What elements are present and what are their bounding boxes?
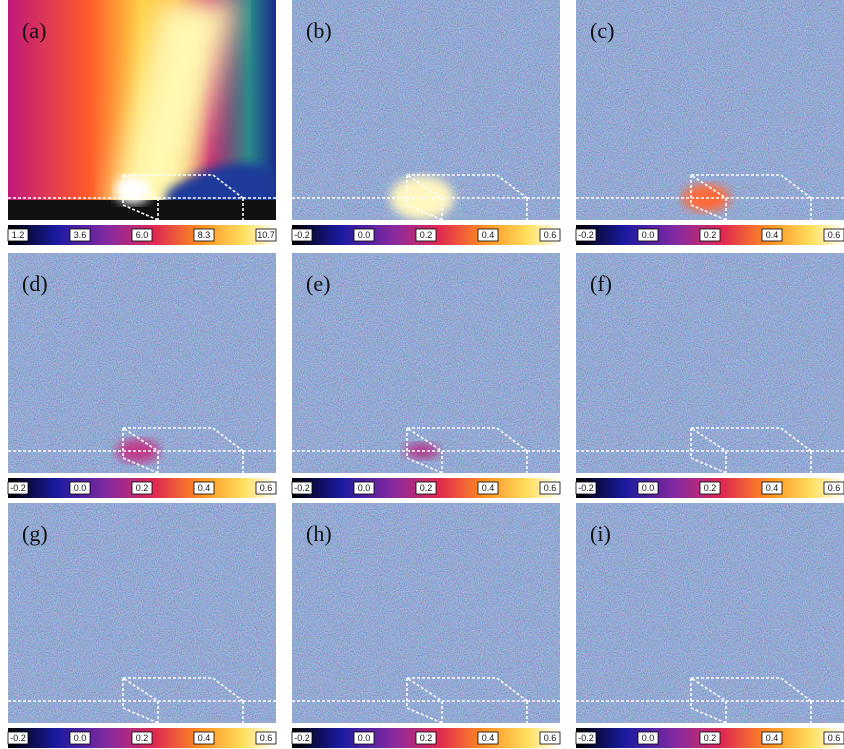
colorbar-label: 0.4 bbox=[482, 230, 495, 240]
panel-label: (c) bbox=[590, 18, 614, 43]
panel: (h) -0.2 0.0 0.2 0.4 0.6 bbox=[292, 503, 560, 748]
panel-label: (h) bbox=[306, 521, 332, 546]
colorbar-label: -0.2 bbox=[294, 230, 310, 240]
panel: (d) -0.2 0.0 0.2 0.4 0.6 bbox=[8, 253, 276, 498]
colorbar-label: 0.0 bbox=[358, 230, 371, 240]
colorbar-label: 0.4 bbox=[766, 733, 779, 743]
colorbar-label: 0.6 bbox=[544, 483, 557, 493]
colorbar-label: 0.6 bbox=[260, 483, 273, 493]
panel-image bbox=[8, 0, 276, 230]
colorbar-label: -0.2 bbox=[10, 733, 26, 743]
colorbar-label: -0.2 bbox=[10, 483, 26, 493]
panel-label: (d) bbox=[22, 271, 48, 296]
colorbar-label: 6.0 bbox=[136, 230, 149, 240]
colorbar-label: 0.2 bbox=[136, 483, 149, 493]
colorbar-label: 0.4 bbox=[766, 483, 779, 493]
panel-image bbox=[292, 503, 560, 723]
colorbar-label: 3.6 bbox=[74, 230, 87, 240]
colorbar-label: 0.2 bbox=[704, 230, 717, 240]
colorbar-label: -0.2 bbox=[578, 483, 594, 493]
colorbar: -0.2 0.0 0.2 0.4 0.6 bbox=[292, 478, 560, 498]
panel: (b) -0.2 0.0 0.2 0.4 0.6 bbox=[292, 0, 560, 245]
colorbar: -0.2 0.0 0.2 0.4 0.6 bbox=[292, 728, 560, 748]
colorbar-label: 0.4 bbox=[482, 483, 495, 493]
panel-image bbox=[8, 503, 276, 723]
dark-floor bbox=[8, 200, 276, 220]
panel: (f) -0.2 0.0 0.2 0.4 0.6 bbox=[576, 253, 844, 498]
colorbar-label: 0.0 bbox=[642, 733, 655, 743]
colorbar-label: 0.6 bbox=[544, 230, 557, 240]
panel-label: (g) bbox=[22, 521, 48, 546]
figure: (a)1.23.66.08.310.7(b)-0.20.00.20.40.6(c… bbox=[0, 0, 844, 749]
colorbar-label: 8.3 bbox=[198, 230, 211, 240]
panel: (g) -0.2 0.0 0.2 0.4 0.6 bbox=[8, 503, 276, 748]
colorbar-label: 0.6 bbox=[260, 733, 273, 743]
panel-label: (i) bbox=[590, 521, 611, 546]
panel-label: (f) bbox=[590, 271, 612, 296]
colorbar-label: 0.2 bbox=[420, 733, 433, 743]
colorbar-label: 0.6 bbox=[828, 483, 841, 493]
panel-image bbox=[292, 253, 560, 473]
colorbar-label: 1.2 bbox=[12, 230, 25, 240]
colorbar-label: 0.6 bbox=[544, 733, 557, 743]
colorbar-label: 0.2 bbox=[704, 733, 717, 743]
colorbar-label: 0.2 bbox=[420, 230, 433, 240]
panel: (c) -0.2 0.0 0.2 0.4 0.6 bbox=[576, 0, 844, 245]
colorbar-label: 0.6 bbox=[828, 733, 841, 743]
colorbar-label: 0.0 bbox=[358, 483, 371, 493]
panel-label: (a) bbox=[22, 18, 46, 43]
colorbar-label: 0.4 bbox=[198, 733, 211, 743]
colorbar: -0.2 0.0 0.2 0.4 0.6 bbox=[576, 478, 844, 498]
panel-image bbox=[576, 503, 844, 723]
colorbar: -0.2 0.0 0.2 0.4 0.6 bbox=[576, 225, 844, 245]
colorbar-label: -0.2 bbox=[578, 230, 594, 240]
panel: (e) -0.2 0.0 0.2 0.4 0.6 bbox=[292, 253, 560, 498]
colorbar: -0.2 0.0 0.2 0.4 0.6 bbox=[8, 728, 276, 748]
colorbar-label: 0.4 bbox=[198, 483, 211, 493]
colorbar-label: -0.2 bbox=[578, 733, 594, 743]
colorbar-label: 0.0 bbox=[358, 733, 371, 743]
colorbar-label: 0.2 bbox=[420, 483, 433, 493]
colorbar-label: -0.2 bbox=[294, 483, 310, 493]
panel-label: (e) bbox=[306, 271, 330, 296]
colorbar-label: 0.2 bbox=[704, 483, 717, 493]
colorbar-label: 10.7 bbox=[257, 230, 275, 240]
panel-image bbox=[8, 253, 276, 473]
colorbar-label: 0.4 bbox=[766, 230, 779, 240]
panel-image bbox=[576, 253, 844, 473]
panel: (a) 1.2 3.6 6.0 8.3 10.7 bbox=[8, 0, 276, 245]
colorbar-label: 0.0 bbox=[74, 733, 87, 743]
colorbar-label: 0.2 bbox=[136, 733, 149, 743]
colorbar: 1.2 3.6 6.0 8.3 10.7 bbox=[8, 225, 276, 245]
colorbar-label: 0.0 bbox=[74, 483, 87, 493]
colorbar-label: 0.0 bbox=[642, 230, 655, 240]
colorbar: -0.2 0.0 0.2 0.4 0.6 bbox=[292, 225, 560, 245]
colorbar: -0.2 0.0 0.2 0.4 0.6 bbox=[8, 478, 276, 498]
panel-image bbox=[576, 0, 844, 220]
panel: (i) -0.2 0.0 0.2 0.4 0.6 bbox=[576, 503, 844, 748]
panel-image bbox=[292, 0, 560, 220]
colorbar-label: 0.4 bbox=[482, 733, 495, 743]
colorbar-label: 0.6 bbox=[828, 230, 841, 240]
panel-label: (b) bbox=[306, 18, 332, 43]
colorbar-label: 0.0 bbox=[642, 483, 655, 493]
colorbar: -0.2 0.0 0.2 0.4 0.6 bbox=[576, 728, 844, 748]
colorbar-label: -0.2 bbox=[294, 733, 310, 743]
